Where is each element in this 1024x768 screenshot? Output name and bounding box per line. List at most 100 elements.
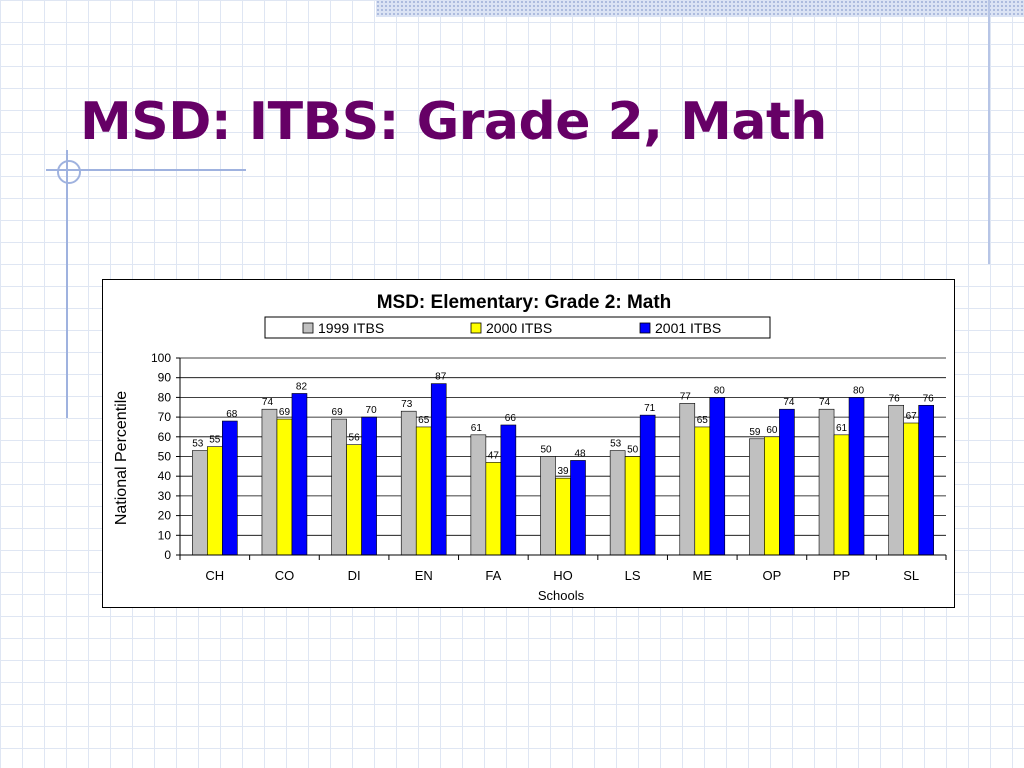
chart-legend: 1999 ITBS 2000 ITBS 2001 ITBS (264, 316, 771, 339)
bar (694, 426, 711, 556)
bar (400, 410, 417, 556)
bar (833, 434, 850, 556)
bar-chart: MSD: Elementary: Grade 2: Math 1999 ITBS… (113, 292, 947, 603)
data-label: 70 (366, 405, 378, 416)
bar (361, 416, 377, 556)
data-label: 53 (610, 439, 622, 450)
decorative-vertical-line (988, 0, 990, 264)
data-label: 69 (279, 407, 291, 418)
y-tick-label: 0 (164, 548, 171, 562)
data-label: 82 (296, 381, 308, 392)
data-label: 60 (766, 425, 778, 436)
bar (500, 424, 517, 556)
x-tick-label: CH (205, 568, 224, 583)
data-label: 69 (332, 407, 344, 418)
x-axis: CH CO DI EN FA HO LS ME OP PP SL (179, 554, 947, 583)
data-label: 61 (836, 423, 848, 434)
data-label: 80 (714, 385, 726, 396)
bar (415, 426, 432, 556)
bar (331, 418, 347, 556)
bar (276, 418, 293, 556)
data-label: 71 (644, 403, 656, 414)
bar (848, 397, 865, 556)
bar (261, 408, 278, 556)
legend-label: 1999 ITBS (318, 320, 384, 336)
data-label: 47 (488, 450, 500, 461)
bar (485, 462, 502, 556)
data-label: 65 (697, 415, 709, 426)
x-tick-label: DI (348, 568, 361, 583)
data-label: 55 (209, 435, 221, 446)
data-label: 74 (783, 397, 795, 408)
bar (470, 434, 487, 556)
x-axis-label: Schools (538, 588, 585, 603)
bar (679, 403, 696, 556)
bar (192, 450, 208, 556)
bar (540, 456, 556, 556)
bar (570, 460, 586, 556)
data-label: 73 (401, 399, 413, 410)
legend-swatch (470, 322, 482, 334)
bar (609, 450, 626, 556)
x-tick-label: PP (833, 568, 850, 583)
data-label: 74 (262, 397, 274, 408)
data-label: 80 (853, 385, 865, 396)
data-label: 68 (226, 409, 238, 420)
decorative-vertical-rule (66, 150, 68, 418)
data-label: 76 (923, 393, 935, 404)
legend-label: 2000 ITBS (486, 320, 552, 336)
data-label: 59 (749, 427, 761, 438)
bar (346, 444, 362, 556)
decorative-circle-icon (57, 160, 81, 184)
data-label: 74 (819, 397, 831, 408)
decorative-horizontal-rule (46, 169, 246, 171)
data-label: 61 (471, 423, 483, 434)
x-tick-label: FA (485, 568, 501, 583)
legend-swatch (302, 322, 314, 334)
bar (624, 456, 641, 556)
bar (709, 397, 726, 556)
y-tick-label: 30 (158, 489, 172, 503)
bar (555, 477, 571, 556)
y-tick-label: 60 (158, 430, 172, 444)
y-axis-label: National Percentile (113, 391, 130, 525)
data-label: 76 (889, 393, 901, 404)
chart-container: MSD: Elementary: Grade 2: Math 1999 ITBS… (102, 279, 955, 608)
chart-bars: 53 55 68 74 69 82 69 56 70 73 65 87 61 47 66 50 39 48 53 50… (192, 372, 935, 556)
y-tick-label: 20 (158, 509, 172, 523)
bar (639, 414, 656, 556)
data-label: 87 (435, 372, 447, 383)
legend-swatch (639, 322, 651, 334)
y-tick-label: 40 (158, 469, 172, 483)
x-tick-label: SL (903, 568, 919, 583)
y-tick-label: 80 (158, 390, 172, 404)
data-label: 48 (574, 448, 586, 459)
y-tick-label: 70 (158, 410, 172, 424)
bar (918, 404, 934, 556)
data-label: 53 (192, 439, 204, 450)
y-tick-label: 10 (158, 528, 172, 542)
chart-title: MSD: Elementary: Grade 2: Math (377, 292, 672, 313)
chart-gridlines (180, 357, 946, 556)
bar (818, 408, 835, 556)
bar (749, 438, 765, 556)
bar (779, 408, 795, 556)
y-tick-label: 100 (151, 351, 171, 365)
data-label: 67 (906, 411, 918, 422)
y-tick-label: 90 (158, 371, 172, 385)
bar (207, 446, 223, 556)
data-label: 77 (680, 391, 692, 402)
x-tick-label: HO (553, 568, 573, 583)
y-tick-label: 50 (158, 450, 172, 464)
data-label: 39 (557, 466, 569, 477)
y-axis: 0 10 20 30 40 50 60 70 80 90 100 (151, 351, 181, 562)
data-label: 65 (418, 415, 430, 426)
x-tick-label: EN (415, 568, 433, 583)
x-tick-label: ME (693, 568, 713, 583)
x-tick-label: CO (275, 568, 295, 583)
bar (430, 383, 447, 556)
legend-label: 2001 ITBS (655, 320, 721, 336)
bar (888, 404, 904, 556)
header-pattern-band (376, 0, 1024, 17)
data-label: 56 (349, 433, 361, 444)
